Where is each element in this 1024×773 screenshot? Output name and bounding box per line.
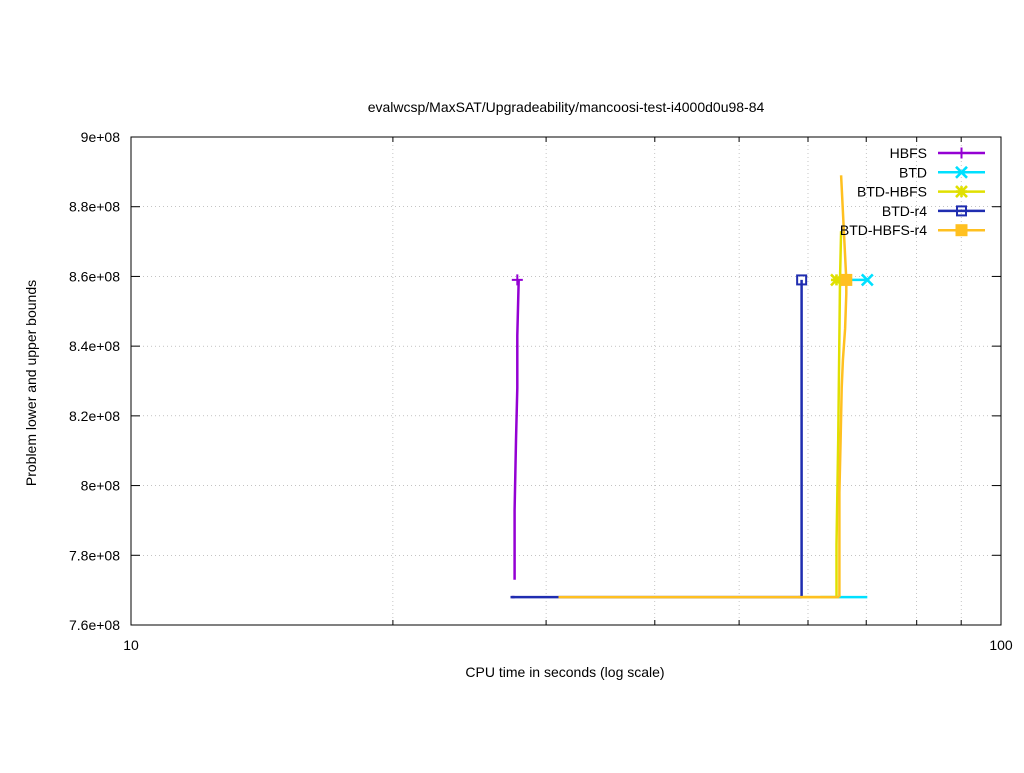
series-point-marker [511,274,523,286]
legend-label: BTD-HBFS-r4 [840,222,927,238]
x-tick-label: 10 [123,637,139,653]
y-tick-label: 8.8e+08 [69,199,120,215]
y-tick-label: 9e+08 [81,129,121,145]
legend-marker [956,147,967,159]
legend-label: BTD [899,164,927,180]
legend-marker [955,224,968,237]
legend-item: BTD-r4 [882,203,985,219]
series-point-marker [840,273,853,286]
legend-label: BTD-HBFS [857,184,927,200]
chart-title: evalwcsp/MaxSAT/Upgradeability/mancoosi-… [368,99,765,115]
legend: HBFS BTD BTD-HBFS BTD-r4 BTD-HBFS-r4 [840,145,985,238]
y-tick-label: 8.6e+08 [69,268,120,284]
legend-item: BTD-HBFS [857,184,985,200]
plot-frame [130,136,1002,626]
series-point-marker [796,274,808,286]
legend-item: HBFS [890,145,985,161]
y-tick-label: 8.2e+08 [69,408,120,424]
x-tick-label: 100 [989,637,1013,653]
series-hbfs [511,274,523,599]
series-point-marker [860,273,874,287]
legend-marker [956,205,967,217]
grid [131,137,1001,625]
legend-item: BTD [899,164,985,180]
legend-label: BTD-r4 [882,203,927,219]
y-tick-label: 7.8e+08 [69,547,120,563]
y-axis-title: Problem lower and upper bounds [23,280,39,486]
y-tick-label: 8e+08 [81,478,121,494]
y-tick-label: 8.4e+08 [69,338,120,354]
legend-marker [955,185,968,199]
legend-marker [955,165,968,179]
legend-label: HBFS [890,145,927,161]
series-upper-bound-line [513,279,520,580]
legend-item: BTD-HBFS-r4 [840,222,985,238]
tick-group: 7.6e+08 7.8e+08 8e+08 8.2e+08 8.4e+08 8.6e+08… [69,129,1013,653]
y-tick-label: 7.6e+08 [69,617,120,633]
series-upper-bound-line [835,231,843,598]
x-axis-title: CPU time in seconds (log scale) [465,664,664,680]
series-btd-hbfs-r4 [558,175,853,599]
series-point-marker [830,273,843,287]
series-group [510,175,874,599]
